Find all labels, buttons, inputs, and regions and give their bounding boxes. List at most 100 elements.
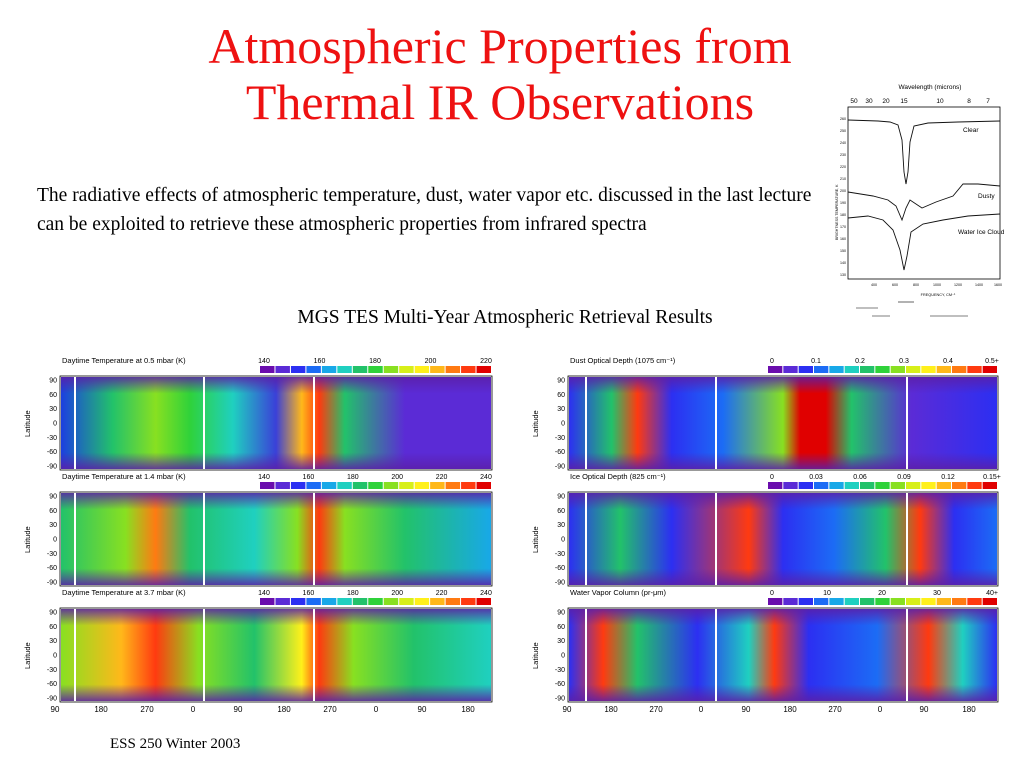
- panel-title: Dust Optical Depth (1075 cm⁻¹): [570, 356, 676, 365]
- latitude-tick: -30: [555, 435, 565, 442]
- latitude-tick: 0: [53, 421, 57, 428]
- spectrum-legend-bars: [856, 301, 968, 317]
- colorbar-swatch: [783, 598, 798, 605]
- polar-shading: [61, 609, 491, 701]
- map-panel: Ice Optical Depth (825 cm⁻¹) 0 0.03 0.06 0.0…: [531, 472, 1001, 587]
- colorbar-swatch: [783, 482, 798, 489]
- wavelength-tick: 8: [967, 98, 971, 105]
- ls-axis: 90180270090180270090180LₛMY 24MY 25MY 26: [563, 705, 977, 712]
- colorbar-label: 0.12: [941, 474, 955, 481]
- latitude-tick: -60: [47, 565, 57, 572]
- ls-tick: 0: [374, 705, 379, 712]
- ls-tick: 180: [461, 705, 475, 712]
- latitude-tick: -90: [555, 580, 565, 587]
- colorbar-swatch: [921, 598, 936, 605]
- colorbar-swatch: [290, 598, 306, 605]
- colorbar-label: 0.03: [809, 474, 823, 481]
- colorbar-swatch: [352, 598, 368, 605]
- title-line-1: Atmospheric Properties from: [208, 18, 792, 74]
- latitude-tick: 30: [49, 522, 57, 529]
- colorbar-swatch: [368, 366, 383, 373]
- spectrum-y-tick: 230: [840, 153, 846, 157]
- latitude-tick: -60: [555, 449, 565, 456]
- spectrum-y-tick: 190: [840, 201, 846, 205]
- colorbar-swatch: [275, 598, 290, 605]
- latitude-tick: 90: [557, 378, 565, 385]
- dusty-curve-label: Dusty: [978, 193, 995, 200]
- polar-shading: [61, 377, 491, 469]
- colorbar-label: 40+: [986, 590, 998, 597]
- colorbar-swatch: [399, 482, 414, 489]
- latitude-tick: -30: [47, 435, 57, 442]
- colorbar-label: 180: [347, 474, 359, 481]
- spectrum-y-tick: 180: [840, 213, 846, 217]
- colorbar-swatch: [275, 482, 290, 489]
- colorbar-swatch: [967, 482, 982, 489]
- ls-tick: 90: [234, 705, 243, 712]
- colorbar-swatch: [321, 482, 337, 489]
- panel-title: Ice Optical Depth (825 cm⁻¹): [570, 472, 666, 481]
- ls-tick: 270: [323, 705, 337, 712]
- panel-title: Daytime Temperature at 3.7 mbar (K): [62, 588, 186, 597]
- map-panel: Daytime Temperature at 1.4 mbar (K) 140 16…: [23, 472, 493, 587]
- latitude-tick: 0: [53, 537, 57, 544]
- map-panel: Daytime Temperature at 0.5 mbar (K) 140 16…: [23, 356, 493, 471]
- latitude-tick: 90: [557, 610, 565, 617]
- colorbar-swatch: [921, 482, 936, 489]
- temperature-panels: Daytime Temperature at 0.5 mbar (K) 140 16…: [23, 356, 493, 712]
- panel-title: Daytime Temperature at 0.5 mbar (K): [62, 356, 186, 365]
- latitude-tick: 30: [557, 522, 565, 529]
- colorbar-label: 160: [314, 358, 326, 365]
- colorbar-swatch: [368, 598, 383, 605]
- ir-spectrum-figure: Wavelength (microns) 50 30 20 15 10 8 7 …: [818, 80, 1018, 342]
- spectrum-x-tick: 1600: [994, 283, 1002, 287]
- colorbar-swatch: [768, 482, 783, 489]
- colorbar-label: 240: [480, 590, 492, 597]
- panel-title: Water Vapor Column (pr-μm): [570, 588, 667, 597]
- colorbar-swatch: [321, 366, 337, 373]
- colorbar-swatch: [461, 482, 476, 489]
- colorbar-label: 0: [770, 590, 774, 597]
- spectrum-y-tick: 250: [840, 129, 846, 133]
- slide-footer: ESS 250 Winter 2003: [110, 736, 241, 752]
- latitude-tick: -60: [555, 681, 565, 688]
- latitude-tick: 60: [49, 392, 57, 399]
- colorbar-label: 200: [425, 358, 437, 365]
- map-panel: Daytime Temperature at 3.7 mbar (K) 140 16…: [23, 588, 493, 703]
- colorbar-label: 180: [347, 590, 359, 597]
- colorbar-swatch: [430, 482, 445, 489]
- colorbar-label: 220: [436, 474, 448, 481]
- colorbar-swatch: [260, 482, 275, 489]
- colorbar-swatch: [399, 598, 414, 605]
- latitude-tick: 60: [557, 624, 565, 631]
- spectrum-y-tick: 140: [840, 261, 846, 265]
- latitude-tick: -90: [47, 580, 57, 587]
- colorbar-label: 20: [878, 590, 886, 597]
- latitude-tick: 90: [49, 378, 57, 385]
- colorbar-swatch: [952, 598, 967, 605]
- colorbar-label: 0.15+: [983, 474, 1001, 481]
- colorbar-label: 240: [480, 474, 492, 481]
- colorbar-label: 200: [391, 590, 403, 597]
- figure-subtitle: MGS TES Multi-Year Atmospheric Retrieval…: [297, 307, 713, 328]
- colorbar-swatch: [352, 482, 368, 489]
- colorbar-swatch: [829, 598, 844, 605]
- colorbar-swatch: [414, 482, 430, 489]
- colorbar-swatch: [936, 482, 951, 489]
- colorbar-swatch: [906, 482, 921, 489]
- ls-tick: 90: [920, 705, 929, 712]
- colorbar-swatch: [798, 366, 813, 373]
- colorbar-swatch: [275, 366, 290, 373]
- colorbar-swatch: [461, 598, 476, 605]
- ls-tick: 270: [828, 705, 842, 712]
- latitude-tick: 90: [49, 610, 57, 617]
- map-panel: Water Vapor Column (pr-μm) 0 10 20 30 40+ 90 60…: [531, 588, 999, 703]
- latitude-axis-label: Latitude: [23, 410, 32, 437]
- colorbar-label: 30: [933, 590, 941, 597]
- colorbar-swatch: [306, 366, 321, 373]
- colorbar-swatch: [337, 598, 352, 605]
- colorbar-label: 0.2: [855, 358, 865, 365]
- wavelength-tick: 10: [936, 98, 944, 105]
- colorbar-swatch: [430, 366, 445, 373]
- colorbar-swatch: [875, 482, 890, 489]
